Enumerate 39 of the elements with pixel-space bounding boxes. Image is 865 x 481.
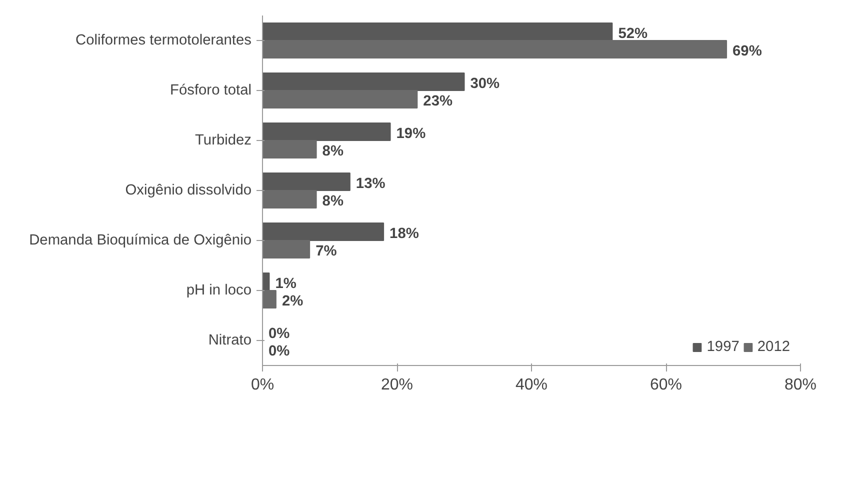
- bar: [262, 122, 391, 141]
- data-label: 2%: [282, 293, 304, 310]
- y-tick-label: pH in loco: [186, 282, 252, 298]
- bar: [262, 40, 728, 58]
- bar: [262, 22, 613, 41]
- data-label: 30%: [470, 76, 500, 92]
- x-tick-label: 20%: [380, 376, 414, 394]
- data-label: 1%: [275, 276, 296, 292]
- y-tick-label: Turbidez: [195, 132, 252, 148]
- y-tick-label: Fósforo total: [170, 82, 252, 98]
- bar: [262, 290, 276, 308]
- data-label: 0%: [268, 343, 290, 360]
- data-label: 8%: [322, 193, 344, 210]
- data-label: 19%: [396, 126, 426, 142]
- bar: [262, 172, 350, 191]
- data-label: 23%: [423, 93, 453, 110]
- x-tick-label: 0%: [250, 376, 274, 394]
- x-tick-label: 60%: [650, 376, 682, 394]
- data-label: 13%: [356, 176, 386, 192]
- data-label: 0%: [268, 326, 290, 342]
- legend-label: 1997: [706, 339, 740, 355]
- bar: [262, 190, 317, 208]
- y-tick-label: Oxigênio dissolvido: [125, 182, 252, 198]
- data-label: 69%: [732, 43, 762, 60]
- y-tick-label: Demanda Bioquímica de Oxigênio: [29, 232, 252, 248]
- bar: [262, 140, 317, 158]
- y-tick-label: Coliformes termotolerantes: [76, 32, 252, 48]
- bar: [262, 72, 465, 91]
- data-label: 52%: [618, 26, 648, 42]
- y-tick-label: Nitrato: [208, 332, 252, 348]
- x-tick-label: 40%: [515, 376, 548, 394]
- bar: [262, 222, 384, 241]
- data-label: 7%: [316, 243, 337, 260]
- bar: [262, 90, 418, 108]
- bar: [262, 240, 310, 258]
- data-label: 18%: [390, 226, 419, 242]
- legend-label: 2012: [757, 339, 790, 355]
- x-tick-label: 80%: [784, 376, 817, 394]
- data-label: 8%: [322, 143, 344, 160]
